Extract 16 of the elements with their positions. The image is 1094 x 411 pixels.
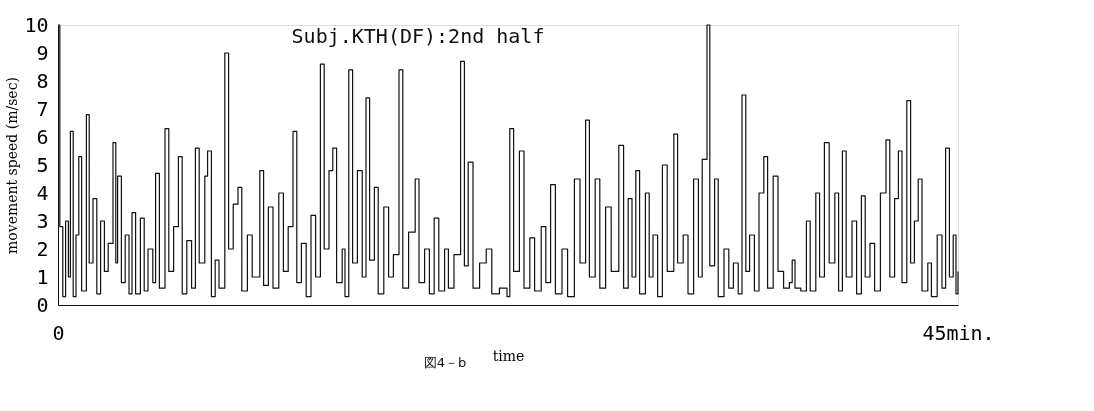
y-tick-label: 7 bbox=[36, 96, 49, 121]
y-tick-label: 8 bbox=[36, 68, 49, 93]
y-tick-label: 0 bbox=[36, 292, 49, 317]
y-tick-label: 9 bbox=[36, 40, 49, 65]
y-axis-title: movement speed (m/sec) bbox=[4, 77, 21, 254]
y-tick-label: 4 bbox=[36, 180, 49, 205]
chart-title: Subj.KTH(DF):2nd half bbox=[291, 24, 545, 48]
y-tick-label: 2 bbox=[36, 236, 49, 261]
y-tick-label: 10 bbox=[24, 12, 49, 37]
y-tick-label: 6 bbox=[36, 124, 49, 149]
x-tick-label: 45min. bbox=[922, 320, 995, 345]
caption: 図4－b bbox=[423, 355, 467, 370]
y-tick-label: 3 bbox=[36, 208, 49, 233]
x-axis-title: time bbox=[492, 347, 525, 364]
y-tick-label: 5 bbox=[36, 152, 49, 177]
y-tick-label: 1 bbox=[36, 264, 49, 289]
